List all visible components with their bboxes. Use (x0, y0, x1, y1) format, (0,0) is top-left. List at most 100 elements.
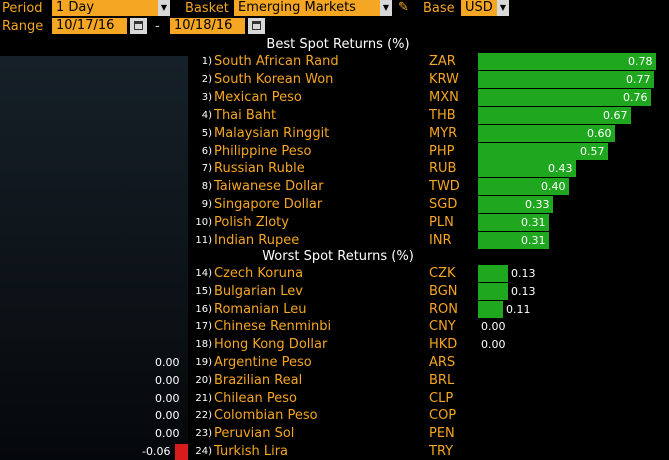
currency-code[interactable]: HKD (429, 337, 458, 353)
currency-name[interactable]: South African Rand (214, 54, 339, 69)
return-value-label: 0.00 (155, 427, 180, 441)
currency-code[interactable]: CLP (429, 390, 454, 406)
best-row[interactable]: 6) Philippine Peso PHP 0.57 (0, 142, 669, 160)
currency-name[interactable]: Philippine Peso (214, 143, 312, 159)
currency-name[interactable]: Thai Baht (214, 107, 277, 123)
range-end-calendar-icon[interactable] (248, 18, 265, 34)
best-row[interactable]: 2) South Korean Won KRW 0.77 (0, 70, 669, 88)
positive-return-bar (478, 53, 656, 70)
worst-row[interactable]: 17) Chinese Renminbi CNY 0.00 (0, 318, 669, 335)
rank-label: 1) (201, 56, 212, 67)
best-row[interactable]: 9) Singapore Dollar SGD 0.33 (0, 196, 669, 214)
return-value-label: 0.78 (628, 55, 653, 68)
currency-code[interactable]: ARS (429, 355, 456, 370)
currency-code[interactable]: BGN (429, 283, 458, 299)
currency-code[interactable]: PLN (429, 215, 454, 231)
currency-name[interactable]: Chinese Renminbi (214, 319, 332, 335)
rank-label: 15) (195, 285, 212, 297)
currency-code[interactable]: COP (429, 408, 457, 424)
currency-name[interactable]: Brazilian Real (214, 372, 303, 388)
worst-row[interactable]: 22) Colombian Peso COP 0.00 (0, 407, 669, 424)
worst-row[interactable]: 15) Bulgarian Lev BGN 0.13 (0, 282, 669, 300)
worst-row[interactable]: 23) Peruvian Sol PEN 0.00 (0, 425, 669, 442)
currency-name[interactable]: Hong Kong Dollar (214, 337, 328, 353)
currency-name[interactable]: Czech Koruna (214, 266, 304, 281)
best-row[interactable]: 5) Malaysian Ringgit MYR 0.60 (0, 124, 669, 142)
best-row[interactable]: 1) South African Rand ZAR 0.78 (0, 53, 669, 70)
currency-name[interactable]: Romanian Leu (214, 301, 307, 317)
currency-code[interactable]: SGD (429, 197, 458, 213)
currency-code[interactable]: ZAR (429, 54, 456, 69)
currency-name[interactable]: Bulgarian Lev (214, 283, 303, 299)
currency-code[interactable]: PHP (429, 143, 455, 159)
positive-return-bar (478, 124, 615, 142)
currency-name[interactable]: Taiwanese Dollar (214, 179, 324, 195)
worst-row[interactable]: 24) Turkish Lira TRY -0.06 (0, 443, 669, 460)
basket-dropdown-icon[interactable]: ▼ (380, 0, 392, 16)
return-value-label: 0.33 (525, 198, 550, 212)
rank-label: 16) (195, 303, 212, 315)
worst-row[interactable]: 19) Argentine Peso ARS 0.00 (0, 354, 669, 371)
return-value-label: 0.11 (506, 302, 531, 316)
basket-select[interactable]: Emerging Markets (234, 0, 380, 16)
rank-label: 14) (195, 268, 212, 279)
currency-code[interactable]: CZK (429, 266, 456, 281)
worst-row[interactable]: 21) Chilean Peso CLP 0.00 (0, 390, 669, 407)
currency-code[interactable]: TWD (429, 179, 460, 195)
edit-pencil-icon[interactable]: ✎ (398, 0, 409, 15)
positive-return-bar (478, 196, 553, 214)
best-returns-title: Best Spot Returns (%) (266, 37, 410, 52)
currency-code[interactable]: RON (429, 301, 458, 317)
currency-name[interactable]: Polish Zloty (214, 215, 289, 231)
base-select[interactable]: USD (461, 0, 497, 16)
currency-name[interactable]: South Korean Won (214, 71, 334, 87)
return-value-label: 0.31 (521, 234, 546, 247)
currency-name[interactable]: Russian Ruble (214, 161, 305, 177)
currency-name[interactable]: Colombian Peso (214, 408, 318, 424)
currency-code[interactable]: PEN (429, 426, 455, 442)
range-end-input[interactable]: 10/18/16 (170, 18, 245, 34)
return-value-label: 0.40 (541, 180, 566, 194)
currency-code[interactable]: MXN (429, 89, 459, 105)
worst-row[interactable]: 14) Czech Koruna CZK 0.13 (0, 265, 669, 282)
best-row[interactable]: 4) Thai Baht THB 0.67 (0, 106, 669, 124)
worst-row[interactable]: 18) Hong Kong Dollar HKD 0.00 (0, 336, 669, 353)
rank-label: 24) (195, 446, 212, 457)
return-value-label: 0.76 (623, 90, 648, 104)
currency-code[interactable]: CNY (429, 319, 456, 335)
worst-row[interactable]: 20) Brazilian Real BRL 0.00 (0, 372, 669, 389)
base-label: Base (423, 1, 455, 16)
range-start-input[interactable]: 10/17/16 (52, 18, 127, 34)
currency-name[interactable]: Malaysian Ringgit (214, 125, 330, 141)
rank-label: 19) (195, 357, 212, 368)
best-row[interactable]: 10) Polish Zloty PLN 0.31 (0, 214, 669, 232)
currency-code[interactable]: MYR (429, 125, 458, 141)
range-start-calendar-icon[interactable] (130, 18, 147, 34)
currency-name[interactable]: Mexican Peso (214, 89, 302, 105)
rank-label: 20) (195, 374, 212, 386)
positive-return-bar (478, 70, 654, 88)
currency-code[interactable]: INR (429, 233, 452, 248)
positive-return-bar (478, 160, 576, 178)
currency-name[interactable]: Indian Rupee (214, 233, 300, 248)
currency-code[interactable]: TRY (429, 444, 454, 459)
best-row[interactable]: 8) Taiwanese Dollar TWD 0.40 (0, 178, 669, 196)
currency-code[interactable]: KRW (429, 71, 459, 87)
currency-name[interactable]: Singapore Dollar (214, 197, 323, 213)
best-row[interactable]: 7) Russian Ruble RUB 0.43 (0, 160, 669, 178)
currency-name[interactable]: Argentine Peso (214, 355, 312, 370)
period-dropdown-icon[interactable]: ▼ (158, 0, 170, 16)
worst-row[interactable]: 16) Romanian Leu RON 0.11 (0, 300, 669, 318)
currency-name[interactable]: Chilean Peso (214, 390, 297, 406)
currency-name[interactable]: Turkish Lira (214, 444, 289, 459)
currency-name[interactable]: Peruvian Sol (214, 426, 295, 442)
period-select[interactable]: 1 Day (52, 0, 158, 16)
currency-code[interactable]: THB (429, 107, 456, 123)
positive-return-bar (478, 300, 503, 318)
currency-code[interactable]: RUB (429, 161, 457, 177)
worst-returns-title: Worst Spot Returns (%) (262, 249, 414, 264)
base-dropdown-icon[interactable]: ▼ (497, 0, 509, 16)
best-row[interactable]: 11) Indian Rupee INR 0.31 (0, 232, 669, 249)
best-row[interactable]: 3) Mexican Peso MXN 0.76 (0, 88, 669, 106)
currency-code[interactable]: BRL (429, 372, 455, 388)
